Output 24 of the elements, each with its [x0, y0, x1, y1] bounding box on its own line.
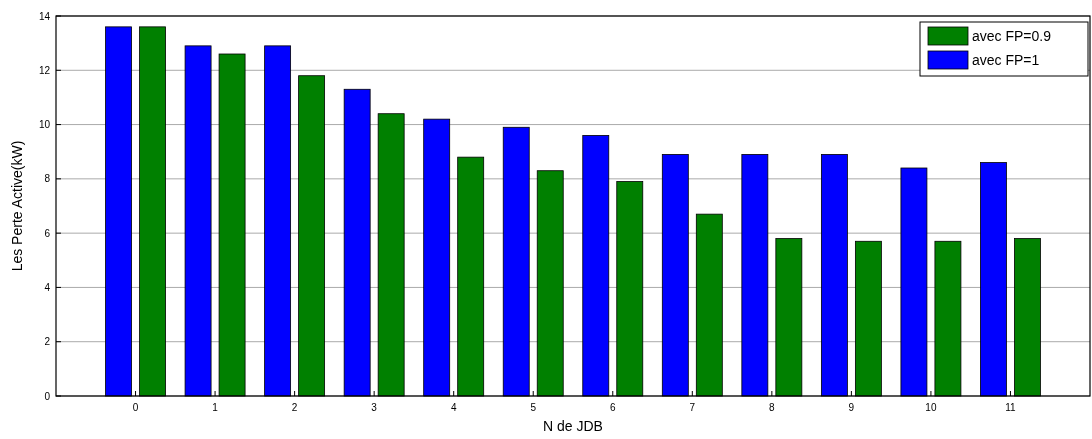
x-tick-label: 5	[530, 402, 537, 413]
x-tick-label: 3	[371, 402, 378, 413]
y-tick-label: 6	[44, 227, 51, 239]
y-tick-label: 12	[38, 64, 51, 76]
y-tick-label: 14	[38, 10, 51, 22]
y-axis-title: Les Perte Active(kW)	[9, 140, 25, 272]
x-tick-label: 0	[132, 402, 139, 413]
x-tick-label: 9	[848, 402, 855, 413]
x-tick-label: 4	[450, 402, 457, 413]
legend-label: avec FP=1	[972, 51, 1040, 68]
x-axis-title: N de JDB	[543, 418, 603, 434]
x-tick-label: 10	[925, 402, 937, 413]
x-tick-label: 11	[1005, 402, 1017, 413]
x-tick-label: 2	[291, 402, 298, 413]
y-tick-label: 10	[38, 119, 51, 131]
x-tick-label: 8	[769, 402, 776, 413]
x-tick-label: 1	[212, 402, 219, 413]
y-tick-label: 8	[44, 173, 51, 185]
legend-label: avec FP=0.9	[972, 27, 1052, 44]
y-tick-label: 4	[44, 281, 51, 293]
x-tick-label: 6	[609, 402, 616, 413]
y-tick-label: 2	[44, 336, 51, 348]
x-tick-label: 7	[689, 402, 696, 413]
y-tick-label: 0	[44, 390, 51, 402]
